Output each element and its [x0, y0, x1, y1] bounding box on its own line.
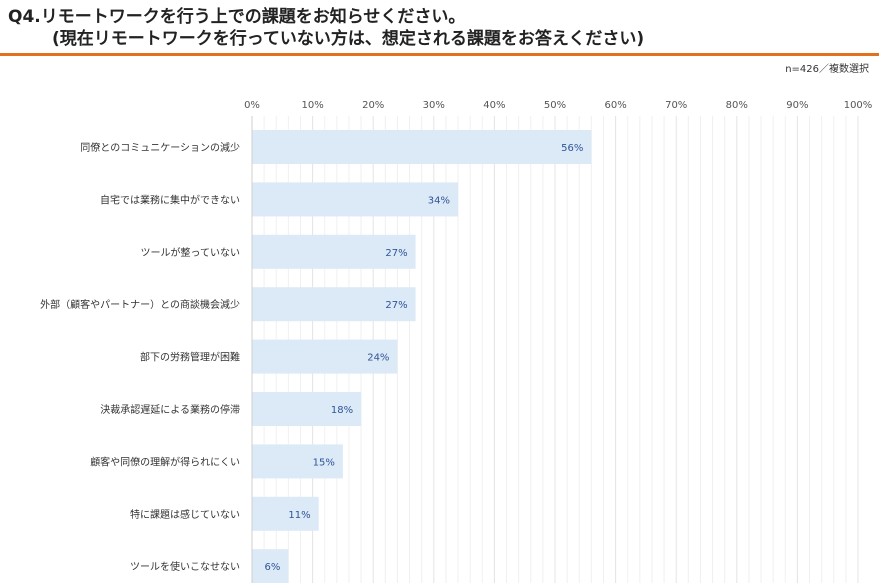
- bar: [252, 549, 289, 583]
- data-label: 18%: [331, 405, 353, 416]
- x-tick-label: 100%: [844, 100, 873, 111]
- bar: [252, 182, 459, 217]
- chart-title: Q4.リモートワークを行う上での課題をお知らせください。 (現在リモートワークを…: [8, 6, 868, 50]
- data-label: 27%: [385, 248, 407, 259]
- data-label: 34%: [428, 195, 450, 206]
- x-tick-label: 50%: [544, 100, 566, 111]
- bar: [252, 339, 398, 374]
- x-tick-label: 40%: [483, 100, 505, 111]
- x-tick-label: 90%: [786, 100, 808, 111]
- category-label: 決裁承認遅延による業務の停滞: [100, 403, 240, 416]
- x-tick-label: 60%: [604, 100, 626, 111]
- bar: [252, 130, 592, 164]
- title-line-2: (現在リモートワークを行っていない方は、想定される課題をお答えください): [52, 29, 645, 49]
- title-line-1: Q4.リモートワークを行う上での課題をお知らせください。: [8, 7, 466, 27]
- category-label: 顧客や同僚の理解が得られにくい: [90, 455, 240, 468]
- data-label: 11%: [288, 510, 310, 521]
- category-label: 同僚とのコミュニケーションの減少: [80, 141, 240, 154]
- x-tick-label: 20%: [362, 100, 384, 111]
- category-label: ツールが整っていない: [141, 246, 241, 259]
- x-tick-label: 30%: [423, 100, 445, 111]
- category-label: 外部（顧客やパートナー）との商談機会減少: [40, 298, 240, 311]
- x-tick-label: 0%: [244, 100, 260, 111]
- category-label: ツールを使いこなせない: [130, 560, 240, 573]
- x-tick-label: 80%: [726, 100, 748, 111]
- category-label: 自宅では業務に集中ができない: [100, 193, 240, 206]
- sample-size-note: n=426／複数選択: [785, 64, 869, 75]
- bar: [252, 496, 319, 531]
- data-label: 27%: [385, 300, 407, 311]
- x-tick-label: 10%: [301, 100, 323, 111]
- data-label: 56%: [561, 143, 583, 154]
- x-tick-label: 70%: [665, 100, 687, 111]
- data-label: 24%: [367, 353, 389, 364]
- category-label: 特に課題は感じていない: [130, 508, 240, 521]
- bar: [252, 287, 416, 322]
- bar: [252, 234, 416, 269]
- bar: [252, 392, 362, 426]
- data-label: 15%: [313, 457, 335, 468]
- bar: [252, 444, 343, 479]
- title-underline: [0, 53, 879, 56]
- category-label: 部下の労務管理が困難: [140, 351, 240, 364]
- data-label: 6%: [264, 562, 280, 573]
